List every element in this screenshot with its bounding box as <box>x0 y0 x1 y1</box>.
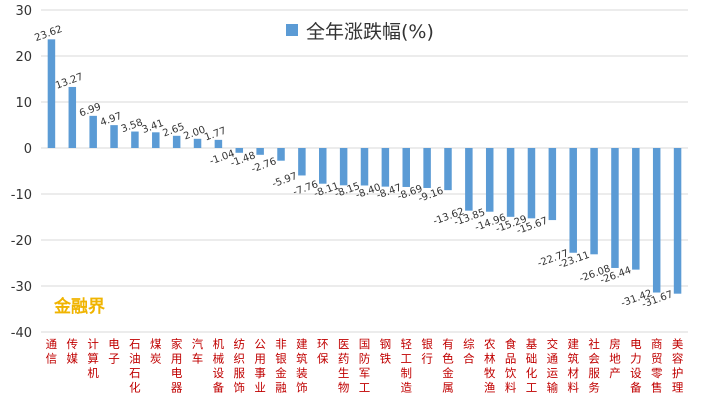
bar <box>214 139 223 148</box>
category-label: 交通运输 <box>547 337 559 395</box>
bar <box>611 148 619 268</box>
y-tick-label: -10 <box>11 188 32 203</box>
bar <box>193 138 202 148</box>
y-tick-label: -30 <box>11 280 32 295</box>
bar <box>298 148 306 176</box>
category-label: 综合 <box>463 337 475 366</box>
category-label: 电力设备 <box>630 337 642 395</box>
y-tick-label: 20 <box>15 50 32 65</box>
category-label: 轻工制造 <box>400 337 412 395</box>
category-label: 机械设备 <box>213 337 225 395</box>
category-label: 公用事业 <box>254 337 266 395</box>
bar <box>360 148 369 186</box>
y-tick-label: 10 <box>15 96 32 111</box>
bar <box>172 135 181 148</box>
watermark-text: 金融界 <box>53 296 105 317</box>
bar <box>506 148 515 217</box>
category-label: 农林牧渔 <box>484 337 496 395</box>
category-label: 银行 <box>421 337 433 366</box>
category-label: 传媒 <box>67 337 79 366</box>
category-label: 计算机 <box>87 337 99 380</box>
bar <box>256 148 264 155</box>
bar <box>235 148 244 153</box>
bar <box>590 148 598 255</box>
bar <box>381 148 390 187</box>
bar <box>152 132 160 148</box>
category-label: 通信 <box>46 337 58 366</box>
category-label: 商贸零售 <box>651 337 663 395</box>
category-label: 环保 <box>317 337 329 366</box>
bar <box>652 148 661 293</box>
data-labels: 23.6213.276.994.973.583.412.652.001.77-1… <box>33 24 674 311</box>
category-label: 医药生物 <box>338 337 350 395</box>
bar <box>632 148 640 270</box>
category-label: 钢铁 <box>380 337 392 366</box>
category-label: 食品饮料 <box>505 337 517 395</box>
category-label: 有色金属 <box>442 337 454 395</box>
bar <box>444 148 452 191</box>
bar <box>485 148 494 212</box>
bar <box>402 148 410 187</box>
y-tick-label: -20 <box>11 234 32 249</box>
category-label: 汽车 <box>192 337 204 366</box>
legend: 全年涨跌幅(%) <box>286 21 434 43</box>
category-label: 建筑装饰 <box>296 337 308 395</box>
bar <box>548 148 557 221</box>
bar <box>569 148 577 253</box>
bar <box>339 148 348 186</box>
grid-lines <box>41 9 688 333</box>
bar <box>423 148 431 188</box>
category-label: 家用电器 <box>171 337 183 395</box>
category-label: 非银金融 <box>275 337 287 395</box>
category-label: 美容护理 <box>672 337 684 395</box>
category-label: 建筑材料 <box>567 337 579 395</box>
y-tick-label: -40 <box>11 326 32 341</box>
category-label: 煤炭 <box>150 337 162 366</box>
bar <box>47 39 56 148</box>
y-axis-ticks: 30 20 10 0 -10 -20 -30 -40 <box>11 4 32 341</box>
legend-swatch <box>286 24 298 36</box>
category-label: 电子 <box>108 337 120 366</box>
category-label: 房地产 <box>609 337 621 380</box>
bar <box>319 148 327 184</box>
category-label: 石油石化 <box>129 337 141 395</box>
category-label: 国防军工 <box>359 337 371 395</box>
bar <box>68 86 77 148</box>
y-tick-label: 0 <box>24 142 32 157</box>
bar <box>89 115 97 148</box>
category-label: 纺织服饰 <box>234 337 246 395</box>
legend-label: 全年涨跌幅(%) <box>306 21 434 43</box>
bars <box>47 39 682 294</box>
category-label: 社会服务 <box>588 337 600 395</box>
y-tick-label: 30 <box>15 4 32 19</box>
bar <box>131 131 139 148</box>
bar <box>673 148 682 294</box>
bar <box>110 125 118 148</box>
bar <box>465 148 473 211</box>
bar <box>527 148 536 219</box>
bar <box>277 148 285 161</box>
category-labels: 通信传媒计算机电子石油石化煤炭家用电器汽车机械设备纺织服饰公用事业非银金融建筑装… <box>46 337 684 395</box>
category-label: 基础化工 <box>526 337 538 395</box>
